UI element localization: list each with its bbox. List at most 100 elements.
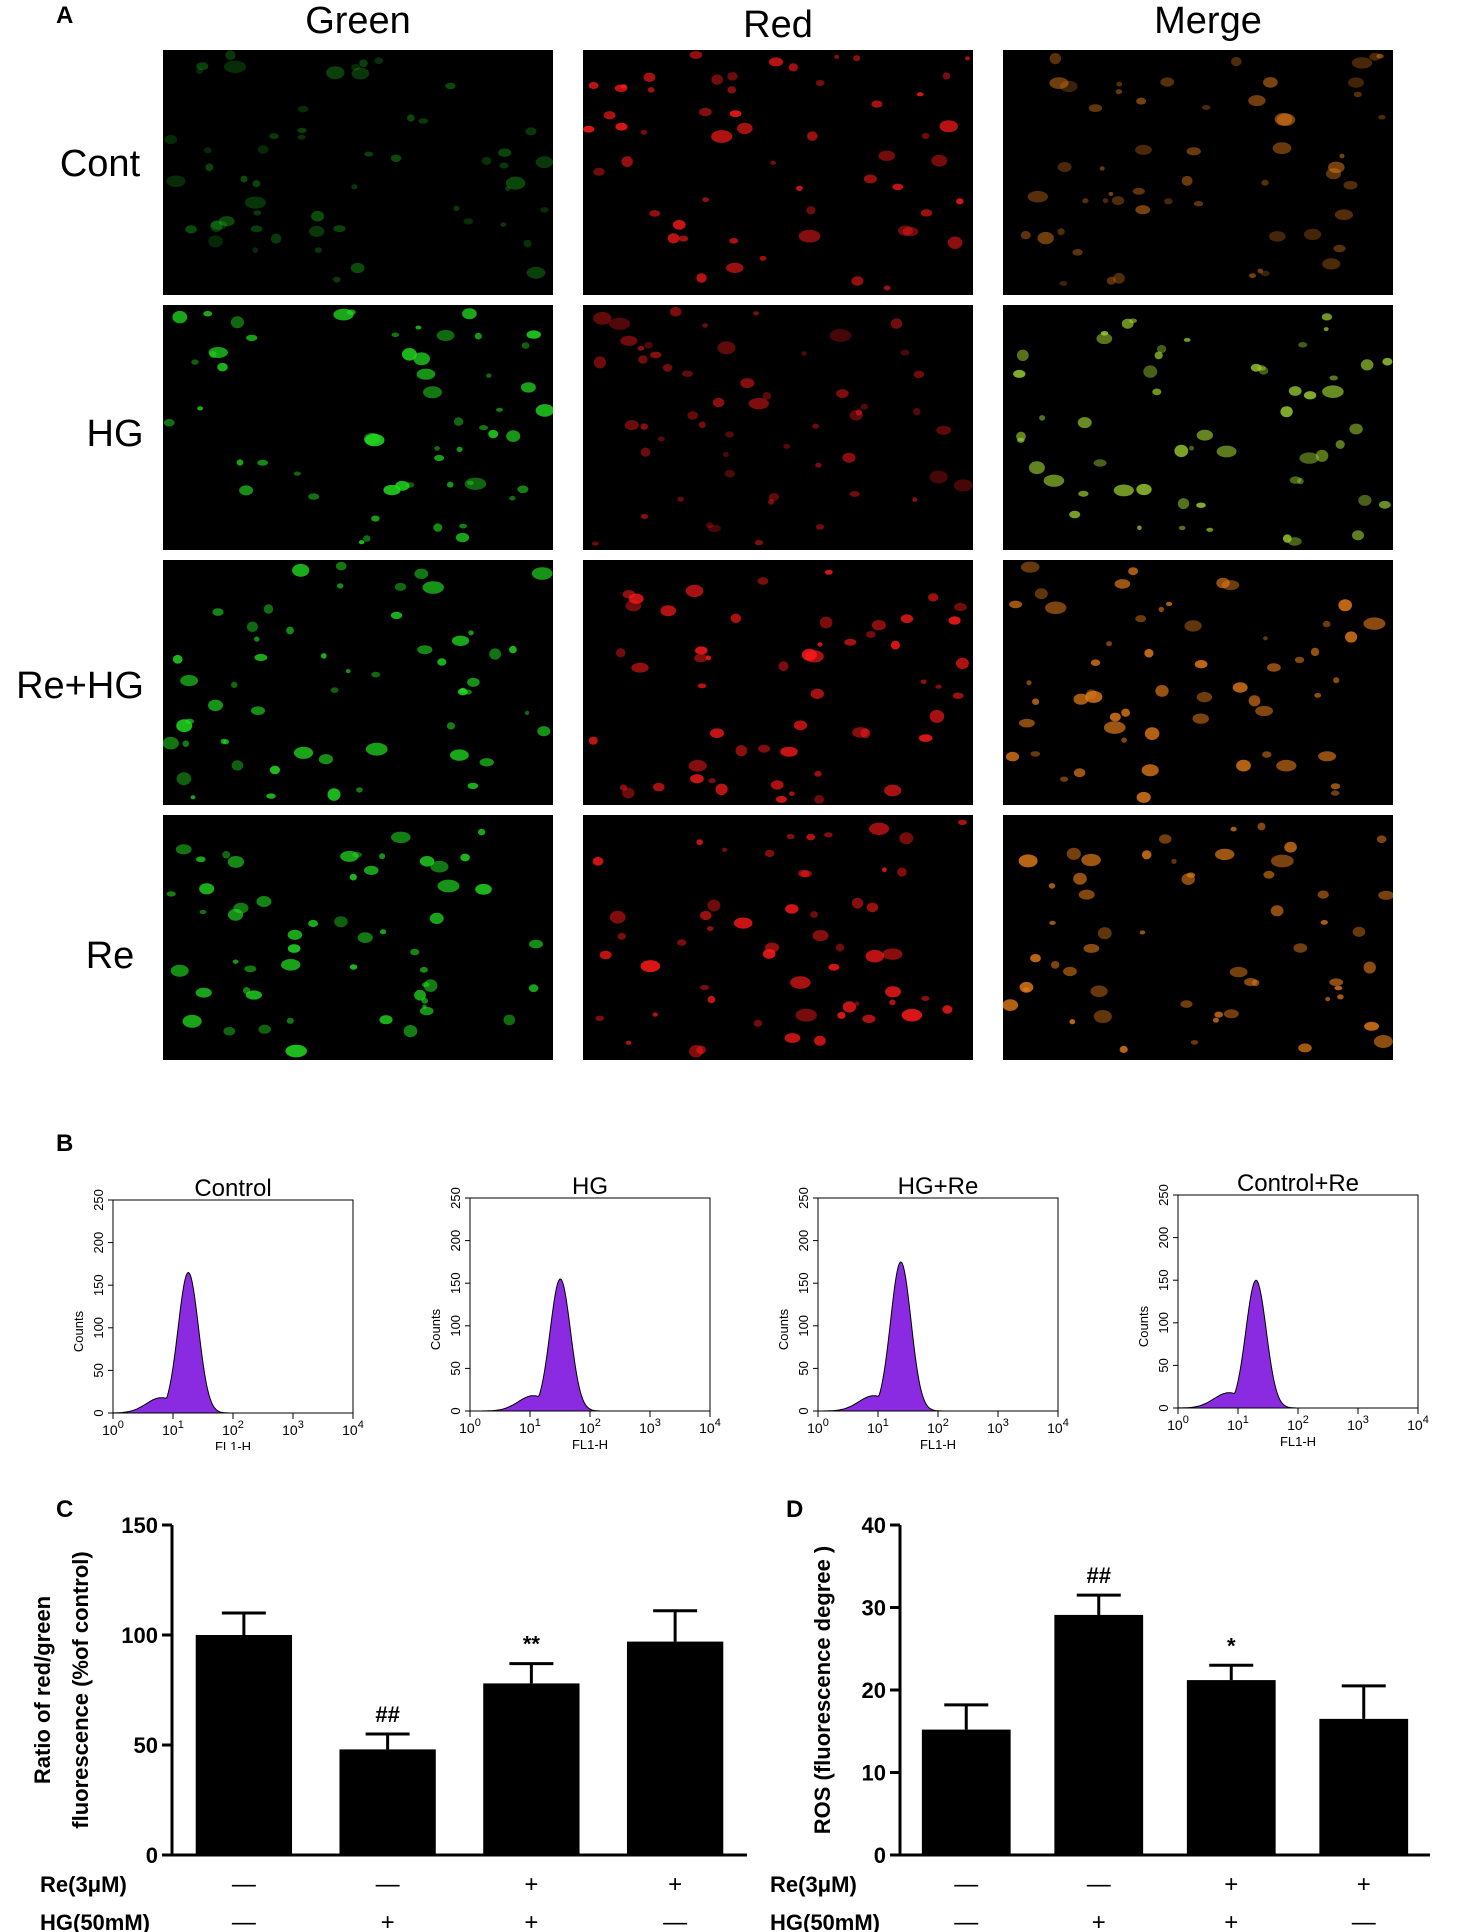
- cell-spot: [391, 831, 411, 843]
- cell-spot: [252, 180, 261, 188]
- y-tick-label: 100: [1156, 1312, 1171, 1334]
- cell-spot: [929, 709, 945, 723]
- cell-spot: [921, 132, 930, 140]
- x-tick-label: 100: [459, 1417, 481, 1436]
- cell-spot: [233, 902, 249, 914]
- cell-spot: [1069, 1019, 1076, 1025]
- cell-spot: [254, 653, 268, 662]
- cell-spot: [1136, 791, 1151, 803]
- cell-spot: [835, 943, 845, 952]
- cell-spot: [865, 631, 876, 638]
- cell-spot: [1215, 848, 1235, 861]
- cell-spot: [625, 1040, 632, 1045]
- cell-spot: [640, 423, 648, 430]
- cell-spot: [1059, 281, 1068, 286]
- cell-spot: [1244, 978, 1258, 986]
- bar-chart-ros: 0 10 20 30 40 ROS (fluorescence degree ) — — ## —…: [770, 1513, 1430, 1932]
- cell-spot: [500, 222, 507, 227]
- y-tick-label: 50: [1156, 1358, 1171, 1372]
- cell-spot: [185, 718, 194, 724]
- cell-spot: [529, 939, 543, 949]
- cell-spot: [1114, 579, 1131, 589]
- cell-spot: [394, 582, 407, 591]
- cell-spot: [1141, 764, 1159, 777]
- cell-spot: [819, 616, 833, 629]
- cell-spot: [244, 965, 257, 973]
- cell-spot: [245, 990, 262, 1000]
- histogram-1: HG 0 50 100 150 200 250 Counts 100 101 102 103 104 FL…: [428, 1173, 721, 1450]
- cell-spot: [730, 613, 741, 623]
- cell-spot: [707, 524, 721, 533]
- histogram-3: Control+Re 0 50 100 150 200 250 Counts 100 101 102…: [1136, 1170, 1429, 1449]
- cell-spot: [1020, 561, 1040, 573]
- cell-spot: [407, 114, 415, 122]
- histogram-area: [470, 1278, 710, 1412]
- cell-spot: [286, 626, 294, 635]
- cell-spot: [707, 899, 721, 912]
- cell-spot: [958, 819, 967, 825]
- cell-spot: [172, 654, 183, 664]
- cell-spot: [505, 186, 511, 192]
- cell-spot: [1298, 342, 1308, 348]
- micrograph-cells: [583, 51, 970, 291]
- cell-spot: [1156, 345, 1167, 353]
- cell-spot: [685, 584, 704, 598]
- cell-spot: [467, 480, 474, 486]
- cell-spot: [297, 105, 309, 113]
- cell-spot: [765, 942, 780, 953]
- cell-spot: [753, 1019, 763, 1027]
- cell-spot: [865, 949, 885, 963]
- cell-spot: [345, 669, 351, 674]
- cell-spot: [454, 417, 464, 426]
- cell-spot: [1093, 459, 1107, 467]
- cell-spot: [842, 1001, 857, 1013]
- cell-spot: [764, 849, 775, 857]
- cell-spot: [379, 1015, 393, 1025]
- cell-spot: [196, 856, 206, 863]
- cell-spot: [540, 207, 549, 213]
- cell-spot: [828, 963, 840, 971]
- cell-spot: [1174, 444, 1189, 458]
- cell-spot: [537, 726, 551, 737]
- cell-spot: [913, 407, 921, 416]
- cell-spot: [352, 851, 362, 858]
- cell-spot: [364, 151, 374, 157]
- cell-spot: [1037, 231, 1054, 245]
- cell-spot: [1048, 883, 1056, 889]
- cell-spot: [434, 446, 440, 451]
- x-tick-label: 102: [222, 1419, 244, 1438]
- cell-spot: [1382, 357, 1393, 366]
- cell-spot: [672, 219, 686, 230]
- cell-spot: [437, 879, 460, 893]
- cell-spot: [1119, 1045, 1128, 1054]
- cell-spot: [942, 72, 951, 80]
- cell-spot: [1184, 620, 1202, 632]
- cell-spot: [419, 856, 435, 867]
- cell-spot: [297, 134, 306, 140]
- cell-spot: [1144, 727, 1160, 740]
- cell-spot: [593, 167, 605, 176]
- cell-spot: [855, 409, 863, 416]
- cell-spot: [1034, 588, 1048, 600]
- micrograph-cells: [166, 828, 543, 1058]
- plot-frame: [1177, 1194, 1419, 1409]
- cell-spot: [460, 853, 470, 862]
- histogram-0: Control 0 50 100 150 200 250 Counts 100 101 102 103…: [71, 1175, 364, 1450]
- cell-spot: [212, 608, 224, 616]
- cell-spot: [256, 896, 272, 907]
- cell-spot: [643, 72, 656, 82]
- cell-spot: [481, 156, 492, 165]
- cell-spot: [217, 362, 228, 372]
- cell-spot: [681, 370, 693, 377]
- cell-spot: [588, 82, 599, 89]
- cell-spot: [351, 63, 361, 71]
- cell-spot: [391, 332, 400, 338]
- cell-spot: [592, 856, 604, 866]
- cell-spot: [928, 593, 939, 602]
- cell-spot: [1303, 391, 1317, 400]
- y-axis-label: ROS (fluorescence degree ): [810, 1546, 835, 1835]
- cell-spot: [1043, 474, 1065, 487]
- cell-spot: [1310, 647, 1320, 657]
- y-tick-label: 100: [796, 1315, 811, 1337]
- cell-spot: [1369, 52, 1381, 61]
